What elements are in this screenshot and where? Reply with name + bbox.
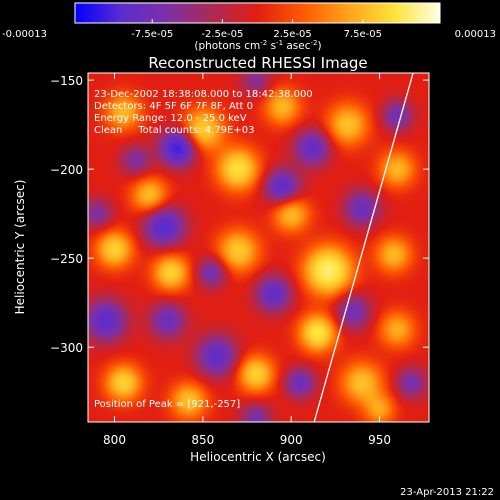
colorbar-tick-label: 2.5e-05 <box>273 29 311 40</box>
colorbar-tick-labels: -0.00013 -7.5e-05 -2.5e-05 2.5e-05 7.5e-05 0.… <box>2 29 496 40</box>
annotation-clean-counts: Clean Total counts: 4.79E+03 <box>94 125 254 136</box>
colorbar-tick-label: 0.00013 <box>455 29 496 40</box>
y-tick-label: −250 <box>50 252 83 266</box>
colorbar-tick-label: 7.5e-05 <box>344 29 382 40</box>
colorbar <box>74 2 441 24</box>
x-tick-label: 950 <box>368 433 391 447</box>
x-tick-label: 900 <box>280 433 303 447</box>
heatmap-image <box>88 73 429 422</box>
y-tick-label: −150 <box>50 74 83 88</box>
chart-title: Reconstructed RHESSI Image <box>148 54 367 72</box>
plot-frame <box>87 72 430 423</box>
y-axis-ticks: −150 −200 −250 −300 <box>50 74 429 355</box>
colorbar-tick-label: -0.00013 <box>2 29 47 40</box>
x-axis-ticks: 800 850 900 950 <box>103 73 391 447</box>
heatmap <box>88 73 429 422</box>
y-tick-label: −300 <box>50 341 83 355</box>
annotation-detectors: Detectors: 4F 5F 6F 7F 8F, Att 0 <box>94 101 253 112</box>
colorbar-ticks <box>74 19 441 23</box>
colorbar-tick-label: -2.5e-05 <box>201 29 243 40</box>
x-axis-label: Heliocentric X (arcsec) <box>190 450 326 464</box>
y-axis-label: Heliocentric Y (arcsec) <box>13 180 27 315</box>
x-tick-label: 850 <box>191 433 214 447</box>
annotation-peak-position: Position of Peak = [921,-257] <box>94 399 240 410</box>
annotation-time-range: 23-Dec-2002 18:38:08.000 to 18:42:38.000 <box>94 89 313 100</box>
colorbar-units: (photons cm-2 s-1 asec-2) <box>194 39 321 52</box>
solar-limb-line <box>313 73 414 422</box>
annotation-energy-range: Energy Range: 12.0 - 25.0 keV <box>94 113 247 124</box>
footer-timestamp: 23-Apr-2013 21:22 <box>400 487 494 498</box>
y-tick-label: −200 <box>50 163 83 177</box>
x-tick-label: 800 <box>103 433 126 447</box>
colorbar-tick-label: -7.5e-05 <box>131 29 173 40</box>
